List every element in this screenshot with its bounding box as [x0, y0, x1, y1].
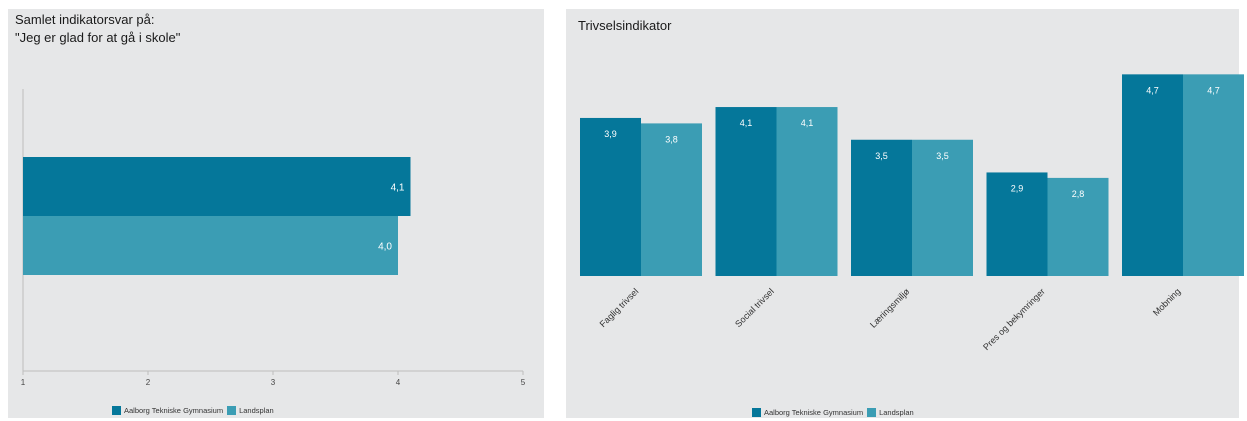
x-category-label: Faglig trivsel [598, 286, 641, 329]
legend-label-national: Landsplan [239, 406, 274, 415]
bar-school [851, 139, 912, 276]
bar-national [912, 139, 973, 276]
bar-school [1122, 74, 1183, 276]
bar-data-label: 4,7 [1207, 85, 1220, 95]
overall-indicator-plot: 1 2 3 4 5 4,1 4,0 [21, 89, 526, 387]
wellbeing-indicator-chart: Trivselsindikator 3,9 3,8 Faglig trivsel 4,… [566, 9, 1244, 418]
x-category-label: Pres og bekymringer [981, 286, 1047, 352]
bar-data-label: 4,1 [391, 183, 405, 194]
bar-national [1183, 74, 1244, 276]
legend-swatch-national [227, 406, 237, 415]
x-tick-label: 5 [521, 378, 526, 387]
bar-data-label: 4,1 [740, 118, 753, 128]
bar-data-label: 2,9 [1011, 183, 1024, 193]
chart-title: Trivselsindikator [578, 18, 672, 33]
legend-label-school: Aalborg Tekniske Gymnasium [124, 406, 224, 415]
legend-item-school: Aalborg Tekniske Gymnasium [112, 406, 223, 415]
bar-school [986, 172, 1048, 276]
bar-national [1047, 177, 1109, 276]
legend-swatch-school [752, 408, 761, 417]
legend-label-national: Landsplan [879, 408, 914, 417]
x-tick-label: 3 [271, 378, 276, 387]
bar-school [580, 117, 641, 276]
bar-national [641, 123, 702, 277]
bar-school [715, 107, 777, 276]
bar-school [23, 157, 411, 216]
x-category-label: Læringsmiljø [868, 286, 912, 330]
legend-swatch-school [112, 406, 121, 415]
bar-data-label: 4,0 [378, 242, 392, 253]
bar-data-label: 2,8 [1072, 189, 1085, 199]
legend-swatch-national [867, 408, 877, 417]
bar-national [23, 216, 398, 275]
bar-data-label: 3,9 [604, 129, 617, 139]
overall-indicator-chart: Samlet indikatorsvar på: "Jeg er glad fo… [8, 9, 544, 418]
chart-legend: Aalborg Tekniske Gymnasium Landsplan [752, 408, 918, 417]
x-tick-label: 1 [21, 378, 26, 387]
chart-legend: Aalborg Tekniske Gymnasium Landsplan [112, 406, 278, 415]
bar-data-label: 4,7 [1146, 85, 1159, 95]
chart-title: Samlet indikatorsvar på: [15, 12, 155, 27]
bar-data-label: 4,1 [801, 118, 814, 128]
bar-data-label: 3,5 [936, 151, 949, 161]
legend-label-school: Aalborg Tekniske Gymnasium [764, 408, 864, 417]
x-tick-label: 4 [396, 378, 401, 387]
bar-data-label: 3,5 [875, 151, 888, 161]
x-category-label: Mobning [1151, 286, 1182, 317]
x-tick-label: 2 [146, 378, 151, 387]
bar-national [776, 107, 838, 276]
legend-item-national: Landsplan [867, 408, 914, 417]
chart-subtitle: "Jeg er glad for at gå i skole" [15, 30, 181, 45]
bar-data-label: 3,8 [665, 134, 678, 144]
legend-item-national: Landsplan [227, 406, 274, 415]
x-category-label: Social trivsel [733, 286, 776, 329]
wellbeing-indicator-plot: 3,9 3,8 Faglig trivsel 4,1 4,1 Social trivsel… [580, 74, 1244, 352]
legend-item-school: Aalborg Tekniske Gymnasium [752, 408, 863, 417]
